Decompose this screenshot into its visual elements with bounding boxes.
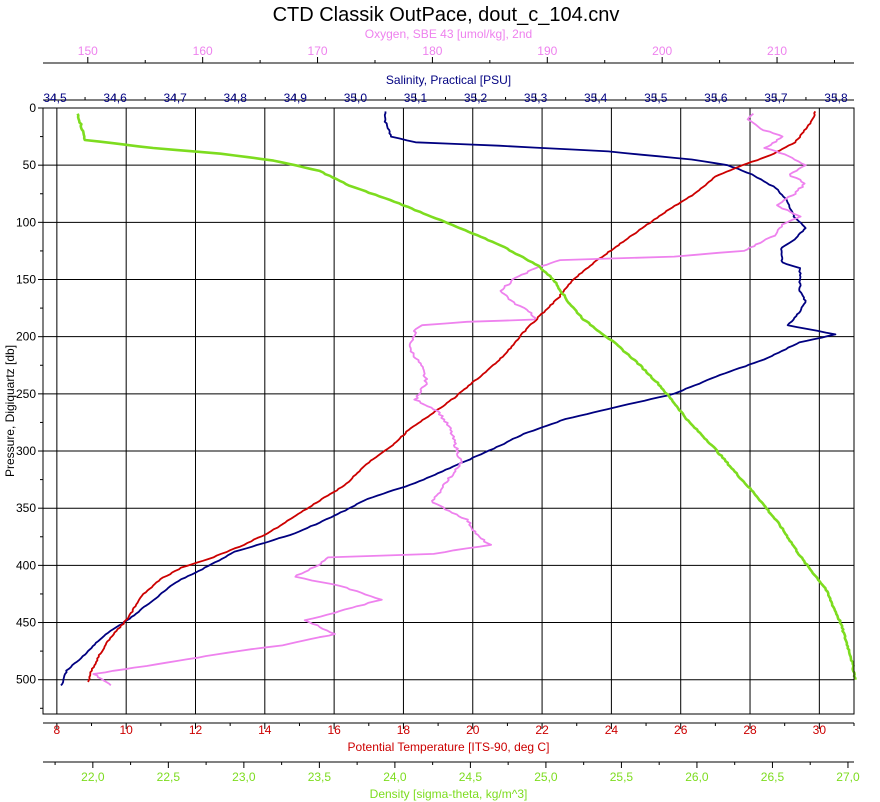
temperature-tick-label: 30: [813, 723, 827, 737]
density-tick-label: 23,5: [308, 770, 332, 784]
density-tick-label: 25,5: [610, 770, 634, 784]
salinity-tick-label: 34,8: [224, 91, 248, 105]
density-tick-label: 24,0: [383, 770, 407, 784]
y-tick-label: 350: [16, 501, 36, 515]
oxygen-tick-label: 150: [78, 44, 98, 58]
salinity-tick-label: 35,3: [524, 91, 548, 105]
salinity-tick-label: 35,2: [464, 91, 488, 105]
salinity-tick-label: 35,5: [644, 91, 668, 105]
oxygen-axis-label: Oxygen, SBE 43 [umol/kg], 2nd: [365, 27, 532, 41]
temperature-tick-label: 10: [119, 723, 133, 737]
salinity-tick-label: 34,5: [43, 91, 67, 105]
oxygen-tick-label: 190: [537, 44, 557, 58]
y-tick-label: 500: [16, 673, 36, 687]
oxygen-series-line: [92, 112, 807, 687]
data-series: [60, 110, 857, 687]
salinity-tick-label: 34,7: [163, 91, 187, 105]
y-tick-label: 250: [16, 387, 36, 401]
y-tick-label: 300: [16, 444, 36, 458]
temperature-tick-label: 20: [466, 723, 480, 737]
oxygen-tick-label: 200: [652, 44, 672, 58]
temperature-tick-label: 24: [605, 723, 619, 737]
oxygen-tick-label: 210: [767, 44, 787, 58]
y-tick-label: 150: [16, 273, 36, 287]
oxygen-tick-label: 170: [308, 44, 328, 58]
salinity-tick-label: 35,4: [584, 91, 608, 105]
grid-lines: [43, 107, 854, 714]
y-tick-label: 50: [23, 158, 37, 172]
temperature-series-line: [87, 110, 817, 683]
temperature-tick-label: 18: [397, 723, 411, 737]
oxygen-tick-label: 180: [422, 44, 442, 58]
salinity-series-line: [60, 111, 837, 686]
density-tick-label: 27,0: [836, 770, 860, 784]
salinity-tick-label: 34,6: [103, 91, 127, 105]
salinity-tick-label: 35,1: [404, 91, 428, 105]
y-axis-label: Pressure, Digiquartz [db]: [3, 345, 17, 477]
density-tick-label: 24,5: [459, 770, 483, 784]
temperature-tick-label: 12: [189, 723, 203, 737]
density-tick-label: 25,0: [534, 770, 558, 784]
plot-frame: [42, 107, 855, 715]
y-tick-label: 0: [29, 101, 36, 115]
temperature-tick-label: 26: [674, 723, 688, 737]
salinity-tick-label: 35,0: [344, 91, 368, 105]
y-tick-label: 100: [16, 215, 36, 229]
salinity-tick-label: 35,7: [764, 91, 788, 105]
y-tick-label: 200: [16, 330, 36, 344]
salinity-axis-label: Salinity, Practical [PSU]: [386, 73, 511, 87]
salinity-tick-label: 35,6: [704, 91, 728, 105]
temperature-axis-label: Potential Temperature [ITS-90, deg C]: [348, 740, 550, 754]
density-tick-label: 22,5: [157, 770, 181, 784]
chart-title: CTD Classik OutPace, dout_c_104.cnv: [273, 4, 620, 26]
y-tick-label: 400: [16, 558, 36, 572]
salinity-tick-label: 35,8: [824, 91, 848, 105]
density-tick-label: 26,5: [761, 770, 785, 784]
temperature-tick-label: 16: [327, 723, 341, 737]
temperature-tick-label: 8: [54, 723, 61, 737]
temperature-tick-label: 28: [743, 723, 757, 737]
y-tick-label: 450: [16, 616, 36, 630]
oxygen-axis: 150 160 170 180 190 200 210 Oxygen, SBE 43 [umo…: [43, 27, 854, 64]
density-tick-label: 22,0: [81, 770, 105, 784]
temperature-tick-label: 14: [258, 723, 272, 737]
temperature-tick-label: 22: [535, 723, 549, 737]
density-tick-label: 26,0: [685, 770, 709, 784]
density-axis-label: Density [sigma-theta, kg/m^3]: [370, 787, 528, 801]
oxygen-tick-label: 160: [193, 44, 213, 58]
density-series-line: [76, 113, 857, 680]
density-tick-label: 23,0: [232, 770, 256, 784]
temperature-axis: 8 10 12 14 16 18 20 22 24 26 28 30 Potential Tempera…: [43, 722, 855, 754]
salinity-axis: 34,5 34,6 34,7 34,8 34,9 35,0 35,1 35,2 35,3 35,4…: [43, 73, 854, 105]
salinity-tick-label: 34,9: [284, 91, 308, 105]
density-axis: 22,0 22,5 23,0 23,5 24,0 24,5 25,0 25,5 26,0 26,5…: [43, 761, 860, 801]
